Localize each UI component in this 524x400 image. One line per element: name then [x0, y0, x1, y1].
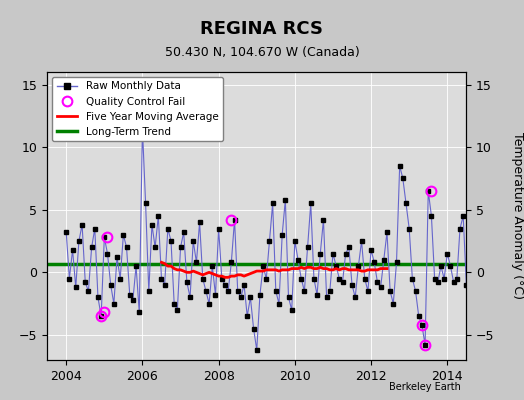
Text: 50.430 N, 104.670 W (Canada): 50.430 N, 104.670 W (Canada) — [165, 46, 359, 59]
Legend: Raw Monthly Data, Quality Control Fail, Five Year Moving Average, Long-Term Tren: Raw Monthly Data, Quality Control Fail, … — [52, 77, 223, 141]
Y-axis label: Temperature Anomaly (°C): Temperature Anomaly (°C) — [511, 132, 524, 300]
Text: Berkeley Earth: Berkeley Earth — [389, 382, 461, 392]
Text: REGINA RCS: REGINA RCS — [201, 20, 323, 38]
